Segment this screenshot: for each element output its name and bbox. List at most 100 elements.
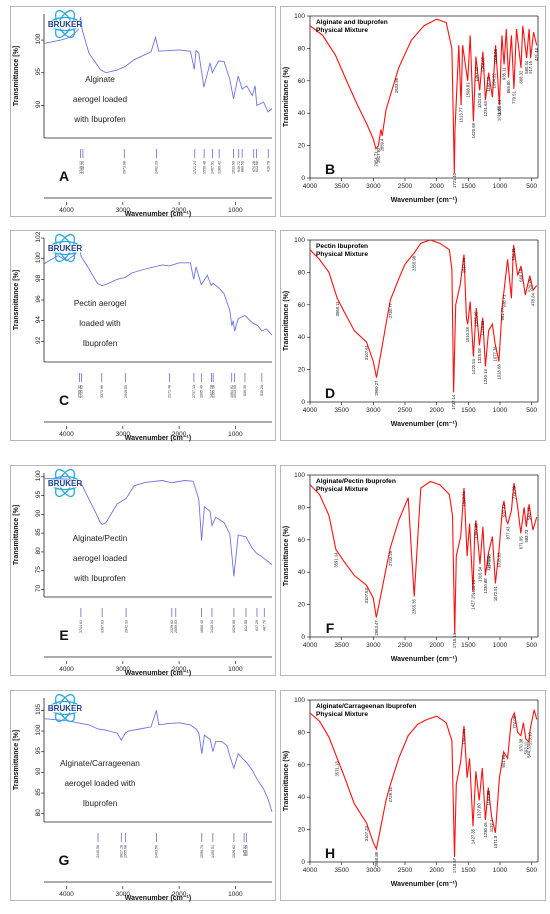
panel-frame (10, 465, 276, 676)
x-tick-label: 3000 (366, 183, 381, 190)
peak-annotation: 1230.13 (483, 369, 488, 385)
peak-label: 1026.62 (232, 845, 236, 858)
y-tick-label: 75 (35, 566, 42, 574)
y-tick-label: 80 (298, 504, 306, 511)
peak-annotation: 2950.27 (374, 380, 379, 396)
peak-annotation: 2953.47 (374, 620, 379, 636)
peak-annotation: 1510.28 (465, 326, 470, 342)
peak-annotation: 669.15 (518, 268, 523, 281)
peak-label: 1013.55 (233, 385, 237, 398)
y-axis-label: Transmittance (%) (283, 67, 290, 127)
x-tick-label: 1500 (461, 642, 476, 649)
peak-annotation: 593.11 (523, 741, 528, 754)
x-tick-label: 1000 (493, 183, 508, 190)
spectrum-line (309, 239, 538, 393)
panel-c: 92 94 96 98 100 102 4000 3000 2000 1000 Wavenumber… (10, 230, 276, 442)
panel-e: 70 75 80 85 90 95 100 4000 3000 2000 1000 Wavenumbe… (10, 465, 276, 677)
y-tick-label: 95 (35, 747, 42, 755)
peak-label: 1400.51 (211, 845, 215, 858)
bruker-logo: BRUKER (48, 468, 82, 498)
panel-frame (280, 690, 546, 901)
peak-label: 3744.61 (79, 620, 83, 633)
peak-annotation: 421.44 (534, 47, 539, 60)
peak-annotation: 478.04 (531, 293, 536, 306)
peak-annotation: 941.95 (501, 754, 506, 767)
peak-label: 3708.74 (81, 161, 85, 174)
y-tick-label: 80 (298, 269, 306, 276)
x-tick-label: 1500 (461, 867, 476, 874)
peak-annotation: 1380.18 (473, 523, 478, 539)
chart-title-line: Alginate/Carrageenan (60, 759, 140, 768)
peak-annotation: 1321.08 (477, 92, 482, 108)
peak-label: 1026.06 (232, 620, 236, 633)
peak-annotation: 938.71 (501, 294, 506, 307)
peak-annotation: 671.95 (518, 536, 523, 549)
peak-annotation: 1072.51 (493, 585, 498, 601)
x-tick-label: 3500 (334, 642, 349, 649)
logo-text: BRUKER (48, 704, 82, 713)
peak-label: 3735.05 (80, 385, 84, 398)
y-tick-label: 80 (35, 547, 42, 555)
y-tick-label: 40 (298, 569, 306, 576)
chart-title-line: Physical Mixture (316, 486, 368, 493)
y-tick-label: 0 (301, 859, 305, 866)
peak-label: 487.76 (262, 620, 266, 631)
spectrum-line (43, 247, 273, 336)
chart-title-line: Ibuprofen (83, 339, 118, 348)
peak-label: 3373.96 (100, 385, 104, 398)
logo-text: BRUKER (48, 20, 82, 29)
peak-annotation: 2859.4 (380, 138, 385, 151)
x-axis-label: Wavenumber (cm⁻¹) (125, 435, 191, 442)
y-tick-label: 90 (35, 100, 42, 108)
y-tick-label: 80 (298, 729, 306, 736)
peak-label: 530.26 (260, 385, 264, 396)
peak-annotation: 1420.14 (471, 579, 476, 595)
x-tick-label: 2000 (429, 642, 444, 649)
peak-annotation: 3107.23 (364, 825, 369, 841)
x-tick-label: 1000 (228, 891, 243, 898)
peak-annotation: 774.09 (512, 715, 517, 728)
x-tick-label: 3500 (334, 867, 349, 874)
x-tick-label: 2000 (429, 407, 444, 414)
y-tick-label: 20 (298, 143, 306, 150)
peak-label: 622.66 (255, 161, 259, 172)
peak-label: 2942.33 (124, 620, 128, 633)
y-axis-label: Transmittance [%] (13, 730, 20, 790)
x-tick-label: 3000 (366, 642, 381, 649)
peak-annotation: 580.44 (524, 60, 529, 73)
peak-annotation: 2355.98 (412, 255, 417, 271)
peak-label: 1033.99 (232, 161, 236, 174)
peak-annotation: 1094.22 (492, 73, 497, 89)
peak-label: 2171.48 (168, 385, 172, 398)
x-tick-label: 4000 (59, 431, 74, 438)
x-tick-label: 1000 (493, 867, 508, 874)
peak-label: 1605.46 (200, 385, 204, 398)
panel-frame (280, 230, 546, 441)
spectrum-line (309, 18, 538, 174)
y-tick-label: 0 (301, 399, 305, 406)
panel-h: 0 20 40 60 80 100 4000 3500 3000 2500 2000 1500 1000… (280, 690, 546, 901)
peak-label: 3027.28 (119, 845, 123, 858)
peak-label: 674.28 (252, 161, 256, 172)
y-tick-label: 94 (35, 316, 42, 324)
peak-annotation: 1273.11 (480, 320, 485, 335)
peak-label: 416.78 (266, 161, 270, 172)
peak-annotation: 1567.74 (462, 729, 467, 745)
chart-title-line: Alginate/Carrageenan Ibuprofen (316, 703, 416, 710)
peak-annotation: 529.45 (527, 278, 532, 291)
peak-annotation: 2917.92 (376, 147, 381, 163)
peak-annotation: 3568.11 (335, 301, 340, 316)
chart-title-line: with Ibuprofen (73, 574, 126, 583)
panel-letter: B (325, 161, 335, 177)
y-tick-label: 60 (298, 762, 306, 769)
peak-label: 1395.18 (211, 385, 215, 398)
x-axis-label: Wavenumber (cm⁻¹) (391, 421, 457, 428)
x-tick-label: 2000 (172, 431, 187, 438)
peak-label: 1427.18 (210, 385, 214, 398)
peak-annotation: 865.80 (506, 80, 511, 93)
panel-letter: G (59, 852, 70, 868)
peak-label: 2402.29 (155, 161, 159, 174)
peak-annotation: 2732.25 (388, 550, 393, 566)
x-tick-label: 500 (526, 183, 537, 190)
y-tick-label: 105 (35, 704, 42, 715)
